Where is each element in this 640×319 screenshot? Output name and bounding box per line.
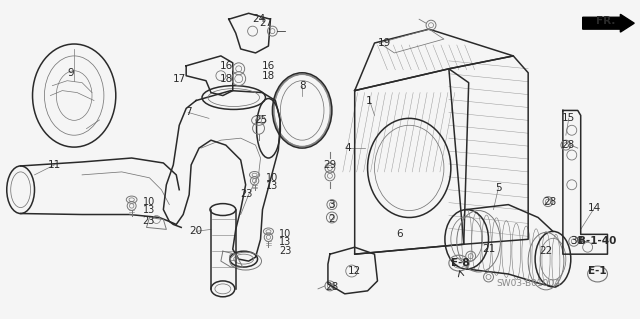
- Text: 10: 10: [279, 229, 292, 239]
- Text: 13: 13: [266, 181, 278, 191]
- Text: 3: 3: [328, 200, 335, 210]
- Text: 1: 1: [366, 95, 373, 106]
- Text: 10: 10: [143, 197, 155, 207]
- Text: 13: 13: [143, 204, 155, 215]
- Text: 25: 25: [254, 115, 267, 125]
- Text: 28: 28: [543, 197, 557, 207]
- Text: 23: 23: [279, 246, 292, 256]
- Text: 9: 9: [67, 68, 74, 78]
- FancyArrow shape: [582, 14, 634, 32]
- Text: 8: 8: [299, 81, 305, 91]
- Text: 7: 7: [185, 108, 191, 117]
- Text: 13: 13: [279, 237, 292, 247]
- Text: 22: 22: [540, 246, 552, 256]
- Text: 18: 18: [262, 71, 275, 81]
- Text: FR.: FR.: [596, 16, 615, 26]
- Text: 28: 28: [561, 140, 575, 150]
- Text: 19: 19: [378, 38, 391, 48]
- Text: 28: 28: [325, 282, 339, 292]
- Text: 16: 16: [220, 61, 234, 71]
- Text: 18: 18: [220, 74, 234, 84]
- Text: 15: 15: [562, 113, 575, 123]
- Text: 30: 30: [570, 236, 583, 246]
- Text: 10: 10: [266, 173, 278, 183]
- Text: 16: 16: [262, 61, 275, 71]
- Text: 24: 24: [252, 14, 265, 24]
- Text: 12: 12: [348, 266, 362, 276]
- Text: 14: 14: [588, 203, 601, 212]
- Text: 4: 4: [344, 143, 351, 153]
- Text: 27: 27: [259, 18, 272, 28]
- Text: SW03-B0100A: SW03-B0100A: [496, 279, 560, 288]
- Text: E-8: E-8: [451, 258, 470, 268]
- Text: 20: 20: [189, 226, 203, 236]
- Text: 23: 23: [143, 217, 155, 226]
- Text: 21: 21: [482, 244, 495, 254]
- Text: 2: 2: [328, 214, 335, 225]
- Text: 17: 17: [173, 74, 186, 84]
- Text: 11: 11: [48, 160, 61, 170]
- Text: 23: 23: [241, 189, 253, 199]
- Text: 5: 5: [495, 183, 502, 193]
- Text: 6: 6: [396, 229, 403, 239]
- Text: E-1: E-1: [588, 266, 607, 276]
- Text: 29: 29: [323, 160, 337, 170]
- Text: B-1-40: B-1-40: [579, 236, 617, 246]
